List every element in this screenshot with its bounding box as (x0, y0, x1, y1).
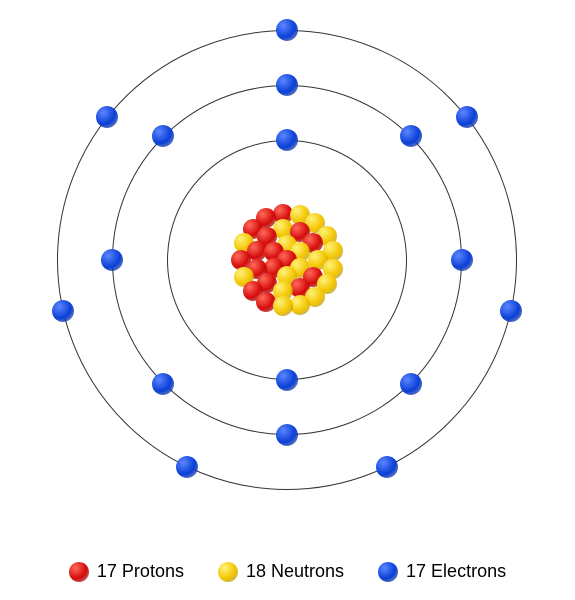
electron (176, 456, 198, 478)
electron (376, 456, 398, 478)
electron (400, 373, 422, 395)
neutron (273, 296, 293, 316)
legend: 17 Protons 18 Neutrons 17 Electrons (0, 561, 575, 582)
electron (456, 106, 478, 128)
nucleus (231, 204, 343, 316)
electron (276, 129, 298, 151)
electron (276, 424, 298, 446)
electron (500, 300, 522, 322)
electron (400, 125, 422, 147)
electron (451, 249, 473, 271)
legend-label-protons: 17 Protons (97, 561, 184, 582)
legend-label-electrons: 17 Electrons (406, 561, 506, 582)
legend-item-neutrons: 18 Neutrons (218, 561, 344, 582)
legend-item-electrons: 17 Electrons (378, 561, 506, 582)
electron (276, 74, 298, 96)
legend-label-neutrons: 18 Neutrons (246, 561, 344, 582)
neutron-icon (218, 562, 238, 582)
atom-diagram (0, 0, 575, 520)
electron (101, 249, 123, 271)
legend-item-protons: 17 Protons (69, 561, 184, 582)
electron (152, 373, 174, 395)
electron-icon (378, 562, 398, 582)
electron (96, 106, 118, 128)
electron (276, 19, 298, 41)
electron (276, 369, 298, 391)
proton-icon (69, 562, 89, 582)
electron (52, 300, 74, 322)
electron (152, 125, 174, 147)
neutron (290, 295, 310, 315)
